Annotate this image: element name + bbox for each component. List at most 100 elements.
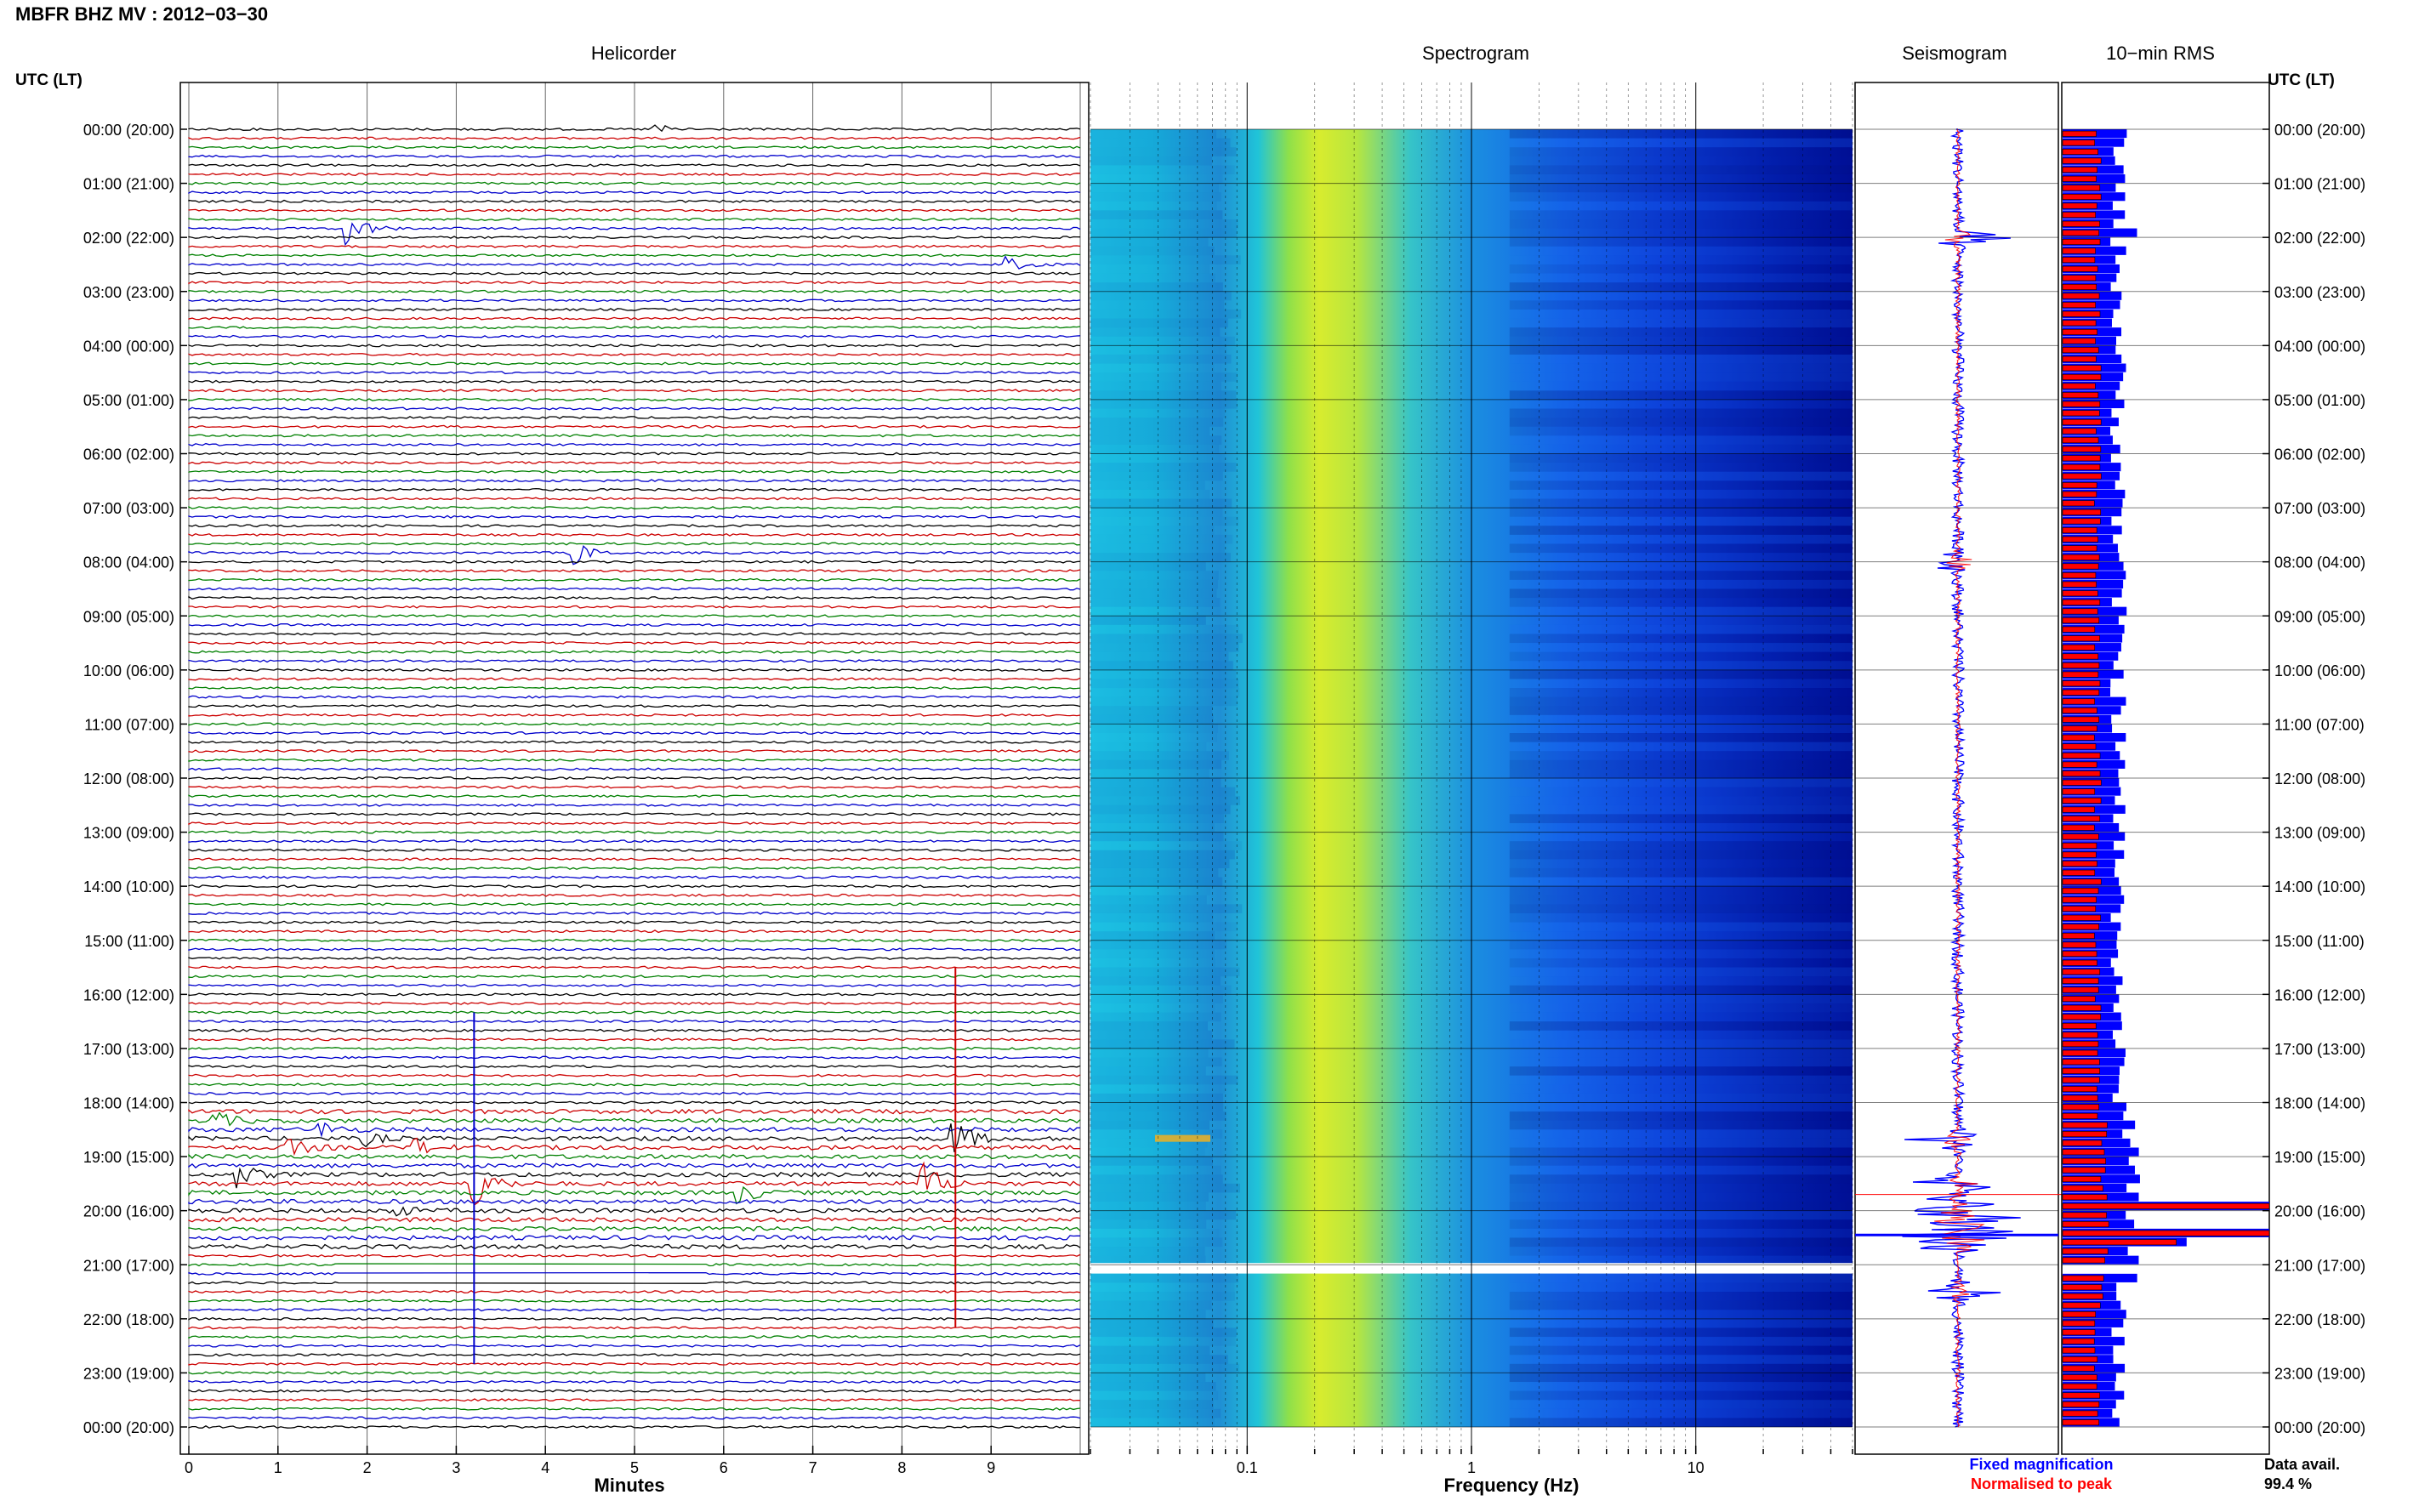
spectrogram-row-texture <box>1090 192 1221 202</box>
rms-normalised-bar <box>2062 473 2102 480</box>
helicorder-trace-row <box>188 487 1081 492</box>
spectrogram-row-texture <box>1509 679 1853 689</box>
helicorder-tick-label: 3 <box>452 1459 460 1476</box>
rms-normalised-bar <box>2062 590 2098 597</box>
helicorder-trace-row <box>188 614 1081 618</box>
rms-normalised-bar <box>2062 1383 2097 1390</box>
spectrogram-row-texture <box>1509 651 1853 662</box>
spectrogram-row-texture <box>1509 1292 1853 1301</box>
spectrogram-row-texture <box>1509 228 1853 238</box>
rms-normalised-bar <box>2062 283 2097 290</box>
helicorder-trace-row <box>188 1235 1080 1241</box>
helicorder-trace-row <box>188 307 1081 311</box>
rms-normalised-bar <box>2062 851 2097 858</box>
spectrogram-row-texture <box>1509 336 1853 346</box>
rms-normalised-bar <box>2062 238 2101 245</box>
spectrogram-row-texture <box>1509 1382 1853 1391</box>
hour-label-left: 00:00 (20:00) <box>83 1419 174 1436</box>
spectrogram-row-texture <box>1090 1165 1221 1175</box>
rms-normalised-bar <box>2062 437 2099 444</box>
hour-label-left: 15:00 (11:00) <box>84 933 174 950</box>
spectrogram-row-texture <box>1090 255 1241 264</box>
rms-normalised-bar <box>2062 1320 2096 1327</box>
rms-normalised-bar <box>2062 1194 2108 1201</box>
spectrogram-row-texture <box>1090 147 1237 156</box>
spectrogram-row-texture <box>1509 480 1853 490</box>
spectrogram-row-texture <box>1509 129 1853 139</box>
helicorder-trace-row <box>188 947 1081 952</box>
helicorder-trace-row <box>188 605 1080 609</box>
hour-label-left: 13:00 (09:00) <box>83 825 174 842</box>
spectrogram-row-texture <box>1509 967 1853 977</box>
spectrogram-row-texture <box>1509 822 1853 833</box>
helicorder-trace-row <box>188 803 1081 807</box>
helicorder-trace-row <box>188 326 1081 330</box>
legend-fixed-magnification: Fixed magnification <box>1969 1456 2113 1473</box>
rms-normalised-bar <box>2062 1419 2099 1426</box>
spectrogram-row-texture <box>1509 399 1853 409</box>
helicorder-trace-row <box>188 222 1081 247</box>
helicorder-trace-row <box>188 767 1081 771</box>
helicorder-tick-label: 1 <box>274 1459 282 1476</box>
helicorder-trace-row <box>188 1100 1081 1105</box>
spectrogram-row-texture <box>1090 1337 1236 1346</box>
helicorder-trace-row <box>188 397 1081 401</box>
helicorder-tick-label: 7 <box>809 1459 817 1476</box>
spectrogram-row-texture <box>1090 624 1239 634</box>
rms-normalised-bar <box>2062 1086 2097 1093</box>
spectrogram-row-texture <box>1090 1120 1210 1130</box>
rms-normalised-bar <box>2062 1032 2098 1038</box>
spectrogram-row-texture <box>1509 372 1853 382</box>
rms-fixed-bar <box>2063 228 2137 237</box>
hour-label-right: 16:00 (12:00) <box>2274 986 2365 1003</box>
spectrogram-row-texture <box>1509 1129 1853 1139</box>
helicorder-trace-row <box>188 1065 1081 1069</box>
rms-normalised-bar <box>2062 753 2101 759</box>
rms-normalised-bar <box>2062 563 2099 570</box>
spectrogram-row-texture <box>1090 138 1231 148</box>
rms-normalised-bar <box>2062 1167 2106 1174</box>
spectrogram-row-texture <box>1509 1255 1853 1265</box>
spectrogram-row-texture <box>1509 769 1853 778</box>
spectrogram-row-texture <box>1090 273 1215 283</box>
rms-normalised-bar <box>2062 446 2102 452</box>
rms-normalised-bar <box>2062 149 2098 155</box>
helicorder-trace-row <box>188 965 1081 969</box>
spectrogram-row-texture <box>1509 598 1853 607</box>
spectrogram-row-texture <box>1090 651 1229 662</box>
helicorder-trace-row <box>188 1108 1081 1115</box>
spectrogram-row-texture <box>1509 1337 1853 1346</box>
spectrogram-row-texture <box>1509 985 1853 995</box>
spectrogram-row-texture <box>1509 1202 1853 1211</box>
rms-normalised-bar <box>2062 1302 2101 1309</box>
spectrogram-row-texture <box>1090 553 1232 562</box>
rms-normalised-bar <box>2062 265 2098 272</box>
spectrogram-row-texture <box>1509 895 1853 905</box>
helicorder-trace-row <box>188 785 1081 789</box>
spectrogram-row-texture <box>1509 904 1853 913</box>
spectrogram-row-texture <box>1090 778 1221 787</box>
helicorder-trace-row <box>188 1073 1081 1077</box>
rms-normalised-bar <box>2062 1022 2097 1029</box>
helicorder-trace-row <box>188 1407 1081 1411</box>
spectrogram-title: Spectrogram <box>1422 43 1529 64</box>
rms-normalised-bar <box>2062 545 2097 552</box>
hour-label-right: 14:00 (10:00) <box>2274 878 2365 895</box>
spectrogram-row-texture <box>1509 958 1853 968</box>
spectrogram-row-texture <box>1509 886 1853 895</box>
tz-label-left: UTC (LT) <box>15 71 83 89</box>
spectrogram-row-texture <box>1090 751 1229 760</box>
spectrogram-row-texture <box>1090 327 1221 337</box>
helicorder-trace-row <box>188 406 1081 411</box>
spectrogram-row-texture <box>1509 579 1853 589</box>
spectrogram-row-texture <box>1509 165 1853 174</box>
spectrogram-row-texture <box>1509 669 1853 679</box>
spectrogram-row-texture <box>1509 553 1853 562</box>
helicorder-trace-row <box>188 208 1081 213</box>
spectrogram-row-texture <box>1090 526 1215 535</box>
helicorder-trace-row <box>188 1334 1081 1339</box>
spectrogram-row-texture <box>1090 291 1232 301</box>
helicorder-tick-label: 6 <box>720 1459 728 1476</box>
rms-normalised-bar <box>2062 1202 2270 1209</box>
spectrogram-row-texture <box>1090 588 1217 599</box>
